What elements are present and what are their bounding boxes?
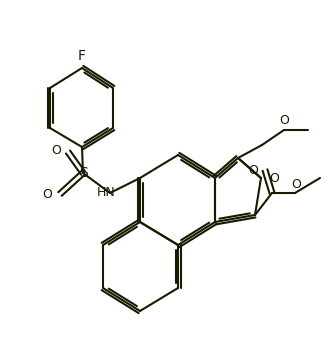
Text: O: O — [291, 178, 301, 192]
Text: O: O — [248, 163, 258, 177]
Text: S: S — [79, 166, 87, 180]
Text: O: O — [279, 115, 289, 128]
Text: O: O — [51, 145, 61, 158]
Text: O: O — [269, 172, 279, 184]
Text: O: O — [42, 188, 52, 201]
Text: F: F — [78, 49, 86, 63]
Text: HN: HN — [96, 187, 115, 199]
